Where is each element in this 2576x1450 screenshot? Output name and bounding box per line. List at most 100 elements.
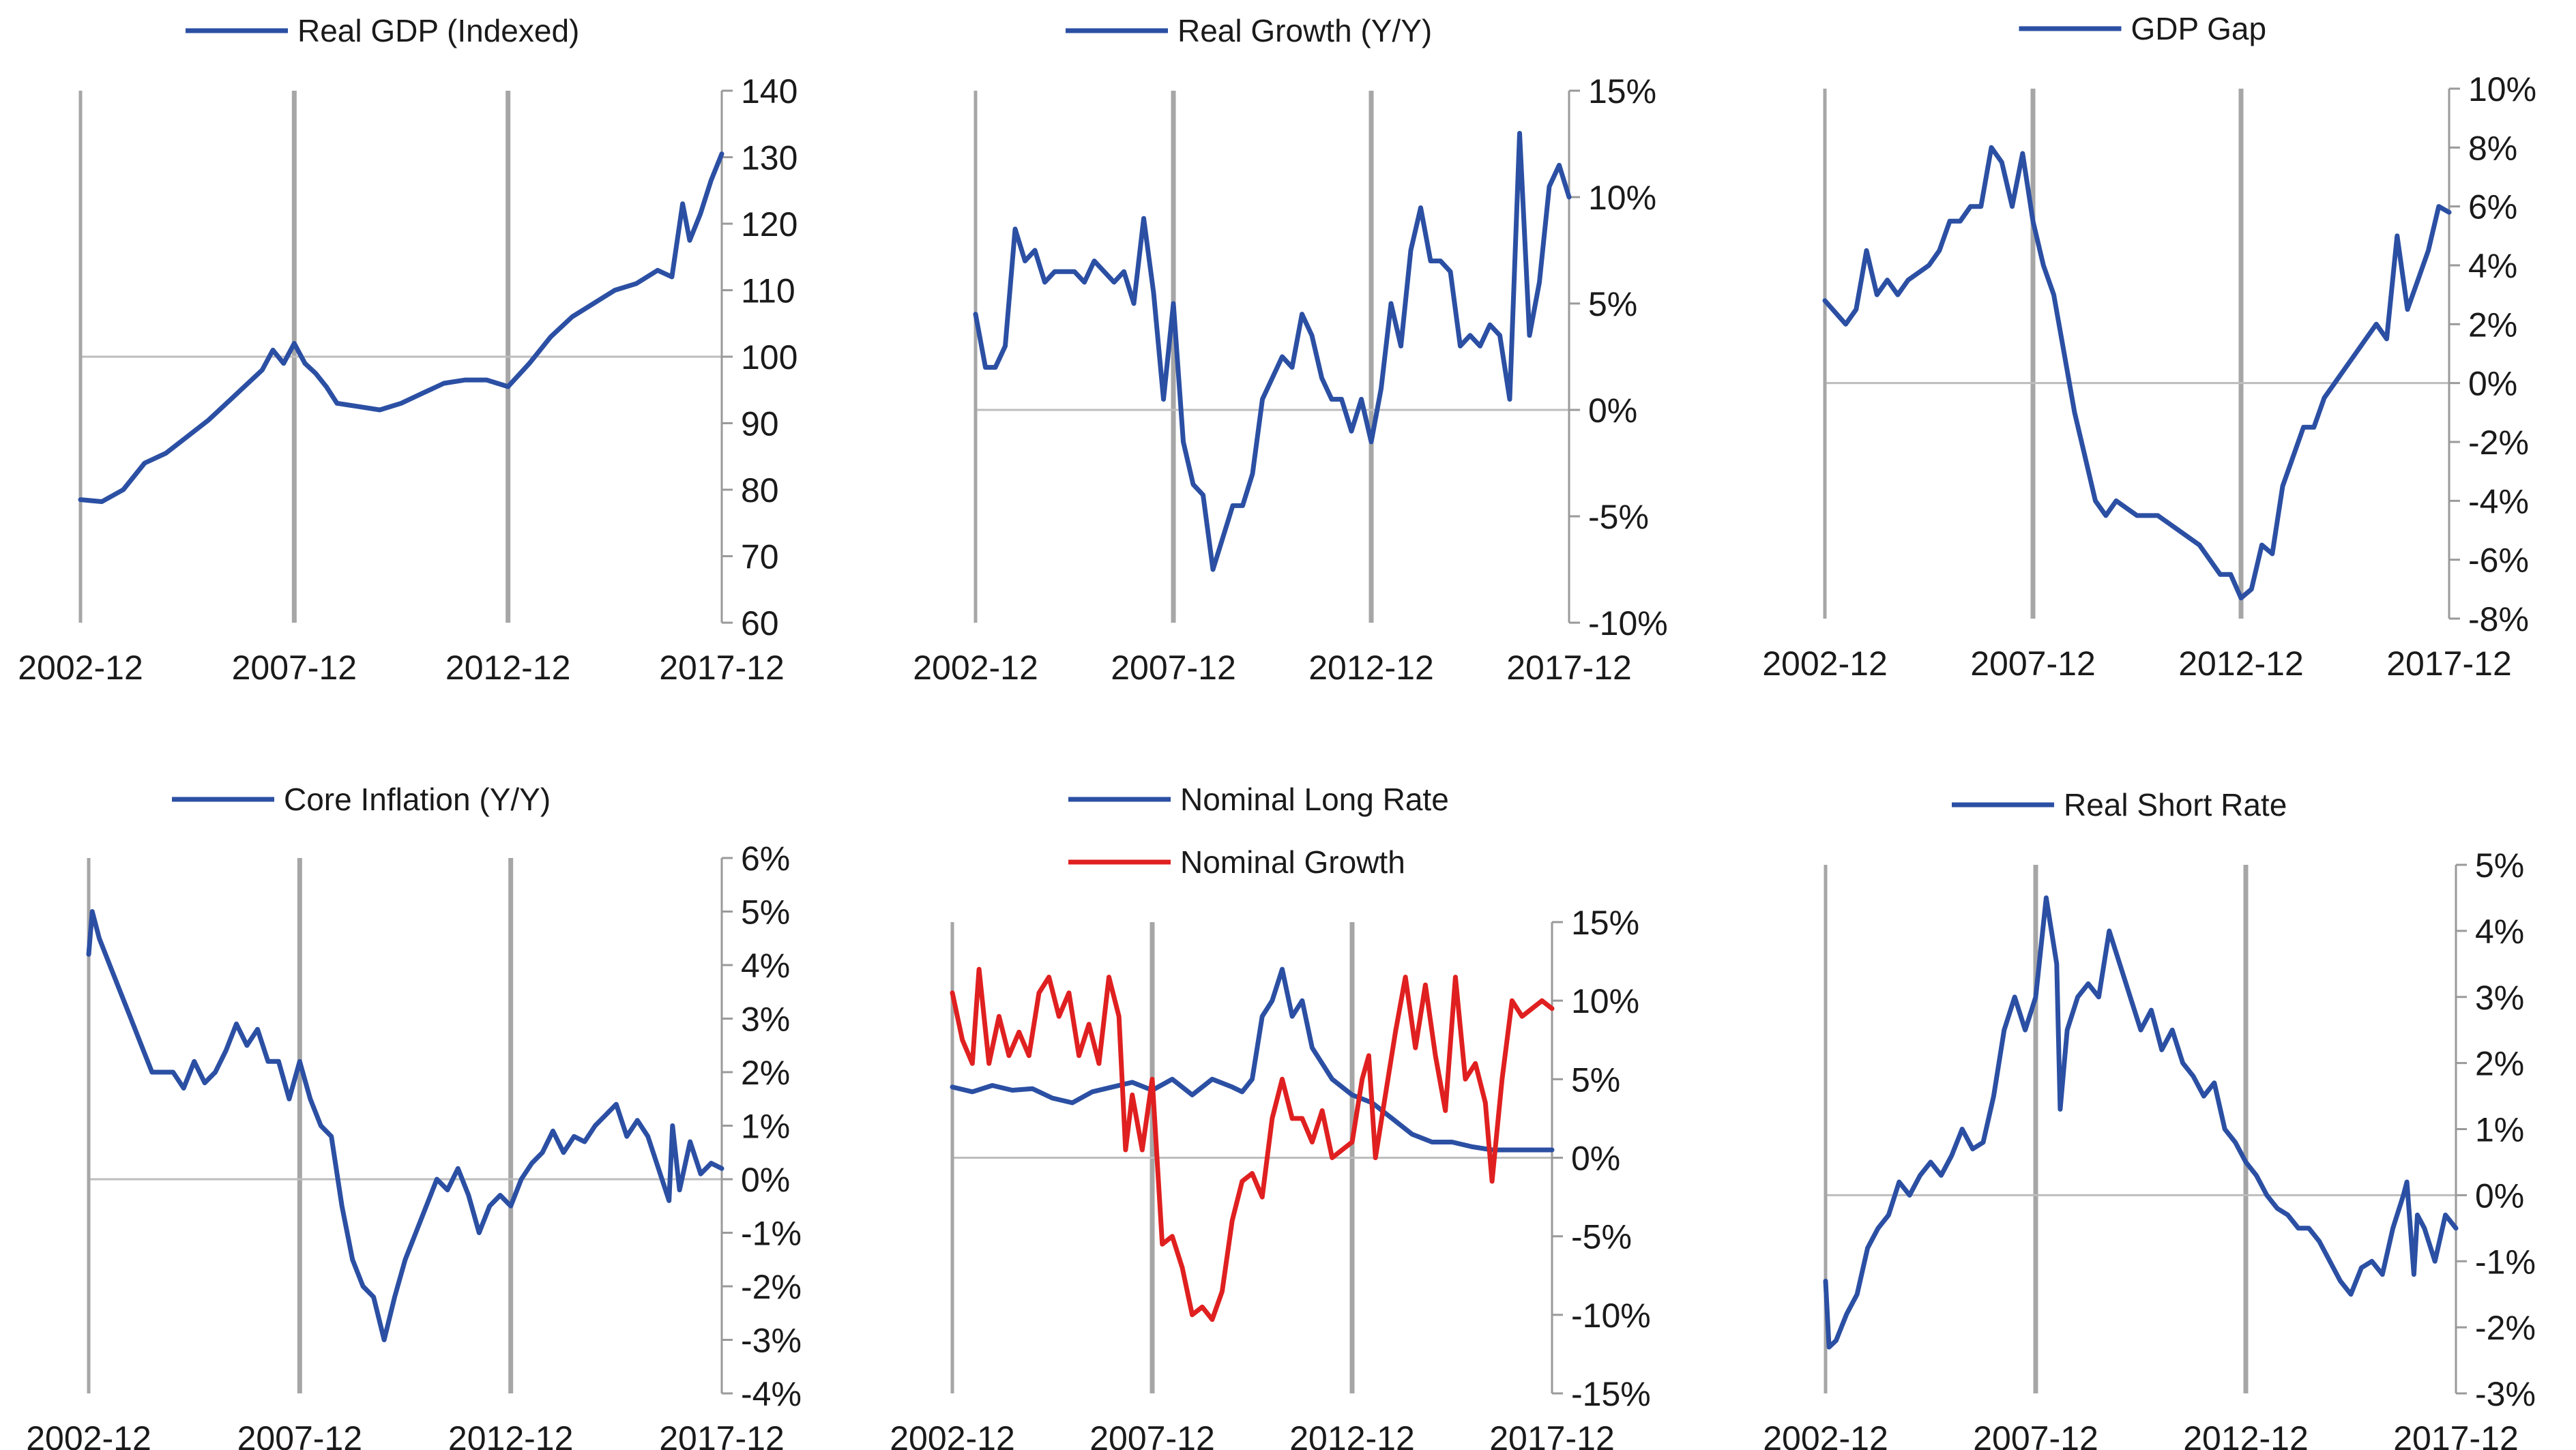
y-tick-label-0pct: 0%: [2468, 365, 2517, 403]
x-tick-label-2012-12: 2012-12: [1308, 649, 1434, 687]
chart-panel-6: 5% 4% 3% 2% 1% 0% -1% -2% -3% 2002-12 2007-12 2012-…: [1763, 787, 2536, 1450]
y-tick-label-6pct: 6%: [2468, 188, 2517, 226]
x-tick-label-2012-12: 2012-12: [2178, 645, 2304, 683]
y-tick-label-1pct: -1%: [2475, 1243, 2536, 1281]
legend-label: GDP Gap: [2131, 11, 2267, 46]
y-tick-label-10pct: -10%: [1588, 604, 1668, 642]
x-tick-label-2002-12: 2002-12: [890, 1419, 1015, 1450]
series-line-nominal-growth: [950, 966, 1555, 1322]
legend-label: Nominal Long Rate: [1180, 782, 1449, 817]
y-tick-label-3pct: -3%: [741, 1322, 802, 1360]
legend-entry-gdp-gap: GDP Gap: [2019, 11, 2267, 46]
y-tick-label-120: 120: [741, 205, 797, 243]
series-line-gdp-gap: [1822, 145, 2452, 601]
series-line-nominal-long-rate: [950, 966, 1555, 1153]
legend-label: Nominal Growth: [1180, 844, 1405, 880]
y-tick-label-3pct: 3%: [741, 1001, 790, 1039]
y-tick-label-4pct: 4%: [741, 947, 790, 985]
y-tick-label-5pct: -5%: [1588, 498, 1649, 536]
x-tick-label-2012-12: 2012-12: [445, 649, 571, 687]
y-tick-label-3pct: 3%: [2475, 979, 2524, 1017]
y-tick-label-0pct: 0%: [1588, 391, 1637, 430]
y-tick-label-15pct: 15%: [1588, 72, 1656, 110]
legend-label: Real Growth (Y/Y): [1177, 13, 1432, 48]
series-line-core-inflation-y-y: [86, 909, 724, 1342]
y-tick-label-4pct: -4%: [741, 1375, 802, 1413]
y-tick-label-2pct: 2%: [2475, 1045, 2524, 1083]
y-tick-label-0pct: 0%: [741, 1161, 790, 1199]
legend-label: Real Short Rate: [2064, 787, 2287, 823]
x-tick-label-2007-12: 2007-12: [1111, 649, 1236, 687]
y-tick-label-60: 60: [741, 604, 779, 642]
y-tick-label-4pct: -4%: [2468, 482, 2529, 520]
x-tick-label-2007-12: 2007-12: [237, 1419, 363, 1450]
chart-panel-1: 140 130 120 110 100 90 80 70 60 2002-12 2007-12 201…: [18, 13, 797, 687]
y-tick-label-2pct: 2%: [2468, 306, 2517, 344]
legend-entry-real-growth-y-y: Real Growth (Y/Y): [1066, 13, 1432, 48]
y-tick-label-2pct: -2%: [2475, 1309, 2536, 1347]
y-tick-label-1pct: 1%: [741, 1108, 790, 1146]
y-tick-label-2pct: -2%: [2468, 424, 2529, 462]
chart-panel-2: 15% 10% 5% 0% -5% -10% 2002-12 2007-12 2012-12 20…: [913, 13, 1667, 687]
x-tick-label-2002-12: 2002-12: [913, 649, 1038, 687]
legend-entry-real-short-rate: Real Short Rate: [1952, 787, 2287, 823]
series-line-real-growth-y-y: [973, 130, 1572, 572]
y-tick-label-80: 80: [741, 471, 779, 509]
x-tick-label-2007-12: 2007-12: [1970, 645, 2096, 683]
legend-label: Real GDP (Indexed): [297, 13, 579, 48]
x-tick-label-2017-12: 2017-12: [2386, 645, 2512, 683]
y-tick-label-90: 90: [741, 405, 779, 443]
x-tick-label-2012-12: 2012-12: [2183, 1419, 2309, 1450]
x-tick-label-2002-12: 2002-12: [18, 649, 143, 687]
x-tick-label-2012-12: 2012-12: [448, 1419, 574, 1450]
x-tick-label-2007-12: 2007-12: [232, 649, 357, 687]
chart-panel-3: 10% 8% 6% 4% 2% 0% -2% -4% -6% -8% 2002-12 2007-12 2…: [1762, 11, 2536, 683]
x-tick-label-2017-12: 2017-12: [1506, 649, 1632, 687]
y-tick-label-10pct: 10%: [1588, 179, 1656, 217]
x-tick-label-2002-12: 2002-12: [26, 1419, 151, 1450]
chart-panel-4: 6% 5% 4% 3% 2% 1% 0% -1% -2% -3% -4% 2002-12 2007-12…: [26, 782, 802, 1450]
x-tick-label-2007-12: 2007-12: [1089, 1419, 1215, 1450]
chart-panel-5: 15% 10% 5% 0% -5% -10% -15% 2002-12 2007-12 2012-…: [890, 782, 1650, 1450]
y-tick-label-70: 70: [741, 538, 779, 576]
y-tick-label-0pct: 0%: [2475, 1177, 2524, 1215]
legend-entry-real-gdp-indexed: Real GDP (Indexed): [186, 13, 579, 48]
y-tick-label-2pct: 2%: [741, 1054, 790, 1092]
y-tick-label-4pct: 4%: [2475, 913, 2524, 951]
x-tick-label-2017-12: 2017-12: [659, 649, 785, 687]
y-tick-label-1pct: -1%: [741, 1215, 802, 1253]
y-tick-label-4pct: 4%: [2468, 247, 2517, 285]
y-tick-label-8pct: -8%: [2468, 600, 2529, 638]
y-tick-label-5pct: 5%: [741, 893, 790, 932]
y-tick-label-2pct: -2%: [741, 1268, 802, 1306]
legend-label: Core Inflation (Y/Y): [284, 782, 551, 817]
x-tick-label-2017-12: 2017-12: [659, 1419, 785, 1450]
y-tick-label-5pct: -5%: [1571, 1218, 1632, 1256]
y-tick-label-110: 110: [741, 272, 795, 310]
y-tick-label-10pct: -10%: [1571, 1297, 1651, 1335]
legend-entry-nominal-long-rate: Nominal Long Rate: [1068, 782, 1449, 817]
y-tick-label-6pct: 6%: [741, 840, 790, 878]
legend-entry-core-inflation-y-y: Core Inflation (Y/Y): [172, 782, 551, 817]
y-tick-label-10pct: 10%: [2468, 70, 2536, 108]
x-tick-label-2017-12: 2017-12: [1489, 1419, 1615, 1450]
y-tick-label-140: 140: [741, 72, 797, 110]
y-tick-label-130: 130: [741, 139, 797, 177]
series-line-real-short-rate: [1823, 895, 2459, 1350]
series-line-real-gdp-indexed: [78, 151, 724, 504]
x-tick-label-2012-12: 2012-12: [1289, 1419, 1415, 1450]
x-tick-label-2002-12: 2002-12: [1762, 645, 1888, 683]
y-tick-label-15pct: 15%: [1571, 904, 1639, 942]
y-tick-label-5pct: 5%: [2475, 846, 2524, 885]
y-tick-label-5pct: 5%: [1588, 285, 1637, 323]
y-tick-label-100: 100: [741, 338, 797, 376]
x-tick-label-2017-12: 2017-12: [2393, 1419, 2519, 1450]
y-tick-label-10pct: 10%: [1571, 982, 1639, 1020]
x-tick-label-2002-12: 2002-12: [1763, 1419, 1888, 1450]
y-tick-label-8pct: 8%: [2468, 129, 2517, 167]
y-tick-label-1pct: 1%: [2475, 1111, 2524, 1149]
x-tick-label-2007-12: 2007-12: [1973, 1419, 2098, 1450]
y-tick-label-3pct: -3%: [2475, 1375, 2536, 1413]
y-tick-label-15pct: -15%: [1571, 1375, 1651, 1413]
